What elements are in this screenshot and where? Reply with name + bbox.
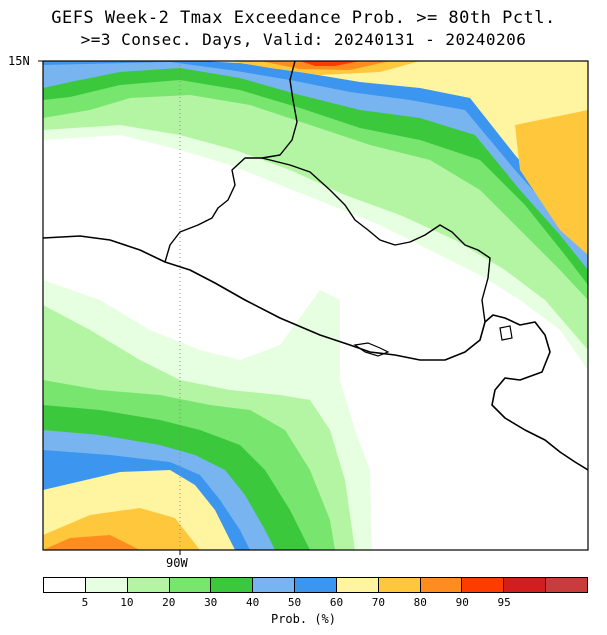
legend-swatch xyxy=(462,578,505,592)
legend-swatch xyxy=(504,578,547,592)
legend-tick-label: 95 xyxy=(497,596,511,609)
legend-swatch xyxy=(253,578,296,592)
legend-tick-label: 70 xyxy=(371,596,385,609)
band-50pct xyxy=(43,61,588,270)
country-border-2 xyxy=(261,157,491,323)
legend-swatch xyxy=(85,578,128,592)
legend-swatch xyxy=(546,578,587,592)
legend-tick-label: 30 xyxy=(204,596,218,609)
legend-swatch xyxy=(295,578,337,592)
lon-label-90w: 90W xyxy=(166,556,188,570)
legend-swatch xyxy=(378,578,421,592)
gulf-outline xyxy=(499,325,513,341)
band-70pct xyxy=(60,61,588,230)
legend-tick-label: 80 xyxy=(413,596,427,609)
color-legend xyxy=(43,577,588,593)
legend-tick-label: 40 xyxy=(245,596,260,609)
band-70pct-corner xyxy=(560,61,588,75)
band-80pct xyxy=(515,110,588,255)
band-95pct-top xyxy=(300,61,360,66)
legend-tick-label: 10 xyxy=(120,596,134,609)
band-90pct-south xyxy=(43,535,140,550)
legend-ticks: 5 10 20 30 40 50 60 70 80 90 95 xyxy=(43,596,588,610)
legend-swatch xyxy=(420,578,463,592)
country-border xyxy=(164,61,298,263)
map-subtitle: >=3 Consec. Days, Valid: 20240131 - 2024… xyxy=(80,30,527,49)
legend-tick-label: 50 xyxy=(287,596,302,609)
legend-tick-label: 60 xyxy=(329,596,344,609)
bay-outline xyxy=(353,342,390,357)
legend-unit: Prob. (%) xyxy=(270,612,337,626)
legend-swatch xyxy=(169,578,212,592)
probability-map xyxy=(38,60,589,555)
legend-tick-label: 5 xyxy=(81,596,89,609)
legend-swatch xyxy=(127,578,170,592)
lat-label-15n: 15N xyxy=(8,54,30,68)
legend-swatch xyxy=(336,578,379,592)
legend-tick-label: 90 xyxy=(455,596,469,609)
legend-swatch xyxy=(211,578,254,592)
map-title: GEFS Week-2 Tmax Exceedance Prob. >= 80t… xyxy=(51,8,556,28)
legend-swatch xyxy=(44,578,86,592)
legend-tick-label: 20 xyxy=(162,596,176,609)
